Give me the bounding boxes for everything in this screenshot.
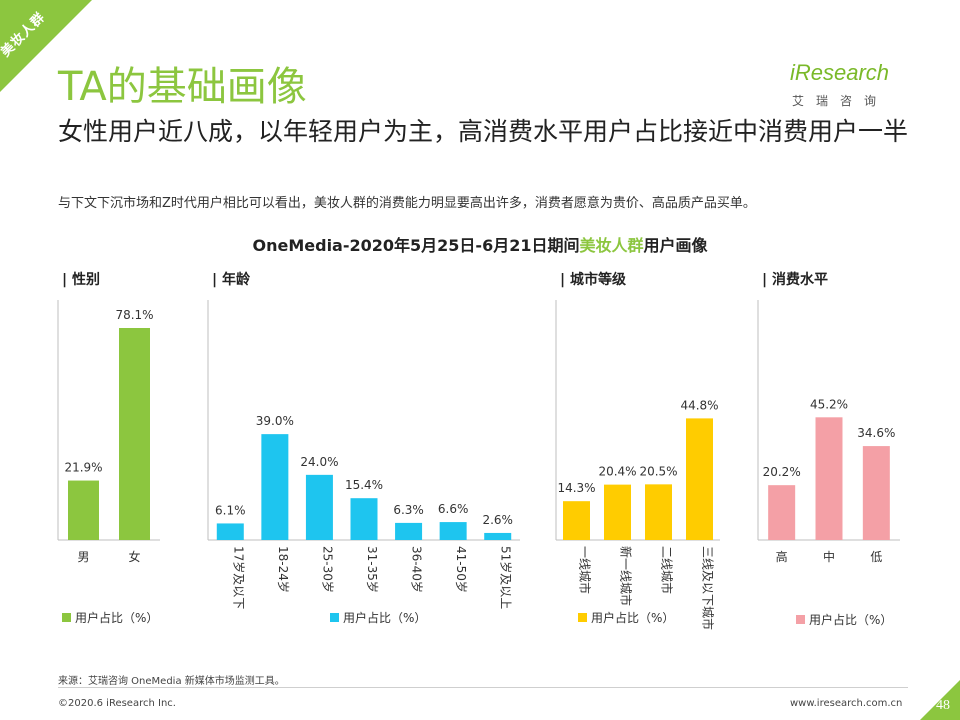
chart-2-category-label: 三线及以下城市 (701, 546, 716, 630)
chart-title-part1: OneMedia-2020年5月25日-6月21日期间 (252, 236, 580, 255)
chart-0-category-label: 男 (77, 550, 89, 564)
chart-3-value-label: 34.6% (857, 426, 895, 440)
chart-1-category-label: 25-30岁 (320, 546, 335, 593)
chart-3-category-label: 低 (870, 550, 882, 564)
chart-3-category-label: 中 (823, 549, 835, 564)
page-description: 与下文下沉市场和Z时代用户相比可以看出，美妆人群的消费能力明显要高出许多，消费者… (58, 196, 756, 211)
chart-1-value-label: 15.4% (345, 478, 383, 492)
chart-0-value-label: 78.1% (115, 308, 153, 322)
page-number: 48 (936, 698, 950, 713)
page-subtitle: 女性用户近八成，以年轻用户为主，高消费水平用户占比接近中消费用户一半 (58, 117, 909, 146)
chart-1-bar (216, 523, 244, 540)
logo-sub-text: 艾瑞咨询 (792, 94, 889, 108)
chart-2-value-label: 20.4% (598, 465, 636, 479)
chart-2-bar (645, 484, 672, 540)
chart-2-legend-label: 用户占比（%） (591, 610, 674, 625)
chart-1-bar (439, 522, 467, 540)
chart-3-bar (862, 446, 890, 540)
chart-2-bar (563, 501, 590, 540)
chart-0-legend-label: 用户占比（%） (75, 610, 158, 625)
page-number-badge (920, 680, 960, 720)
chart-1-value-label: 39.0% (256, 414, 294, 428)
corner-banner (0, 0, 92, 92)
chart-2-bar (604, 484, 631, 540)
chart-1-legend-label: 用户占比（%） (343, 610, 426, 625)
chart-2-value-label: 44.8% (680, 398, 718, 412)
chart-2-category-label: 一线城市 (578, 546, 593, 594)
logo-main-text: iResearch (790, 60, 890, 85)
iresearch-logo: iResearch 艾瑞咨询 (790, 56, 910, 112)
copyright: ©2020.6 iResearch Inc. (58, 698, 176, 709)
chart-0-value-label: 21.9% (64, 461, 102, 475)
chart-3-bar (768, 485, 796, 540)
chart-1-value-label: 2.6% (482, 513, 513, 527)
section-label-age: | 年龄 (212, 272, 250, 288)
chart-1-category-label: 31-35岁 (365, 546, 380, 593)
section-label-consumption: | 消费水平 (762, 272, 828, 288)
chart-3-legend-label: 用户占比（%） (809, 612, 892, 627)
chart-2-category-label: 新一线城市 (619, 546, 634, 606)
section-label-gender: | 性别 (62, 272, 100, 288)
chart-1-legend-swatch (330, 613, 339, 622)
chart-2-legend-swatch (578, 613, 587, 622)
chart-0-legend-swatch (62, 613, 71, 622)
source-note: 来源：艾瑞咨询 OneMedia 新媒体市场监测工具。 (58, 676, 285, 687)
chart-2-category-label: 二线城市 (660, 546, 675, 594)
chart-1-value-label: 6.3% (393, 503, 424, 517)
chart-3-bar (815, 417, 843, 540)
chart-1-category-label: 51岁及以上 (499, 546, 514, 609)
chart-1-bar (305, 474, 333, 540)
chart-1-bar (395, 522, 423, 540)
page-title: TA的基础画像 (58, 64, 307, 110)
footer-divider (58, 687, 908, 688)
chart-1-bar (350, 498, 378, 540)
chart-1-category-label: 18-24岁 (276, 546, 291, 593)
chart-0-bar (68, 480, 99, 540)
chart-3-value-label: 45.2% (810, 397, 848, 411)
chart-3-value-label: 20.2% (763, 465, 801, 479)
chart-3-legend-swatch (796, 615, 805, 624)
chart-2-bar (686, 418, 713, 540)
chart-2-value-label: 20.5% (639, 464, 677, 478)
chart-title: OneMedia-2020年5月25日-6月21日期间美妆人群用户画像 (0, 232, 960, 256)
chart-1-bar (261, 434, 289, 540)
chart-1-category-label: 41-50岁 (454, 546, 469, 593)
chart-title-highlight: 美妆人群 (579, 236, 644, 255)
chart-1-category-label: 36-40岁 (410, 546, 425, 593)
chart-2-value-label: 14.3% (557, 481, 595, 495)
chart-1-value-label: 6.1% (215, 503, 246, 517)
chart-1-category-label: 17岁及以下 (231, 546, 246, 609)
chart-1-bar (484, 532, 512, 540)
chart-1-value-label: 6.6% (438, 502, 469, 516)
chart-0-bar (119, 328, 150, 540)
chart-title-part2: 用户画像 (643, 236, 708, 255)
website-url: www.iresearch.com.cn (790, 698, 903, 709)
chart-1-value-label: 24.0% (300, 455, 338, 469)
chart-3-category-label: 高 (776, 549, 788, 564)
section-label-city: | 城市等级 (560, 272, 626, 288)
chart-0-category-label: 女 (128, 549, 140, 564)
